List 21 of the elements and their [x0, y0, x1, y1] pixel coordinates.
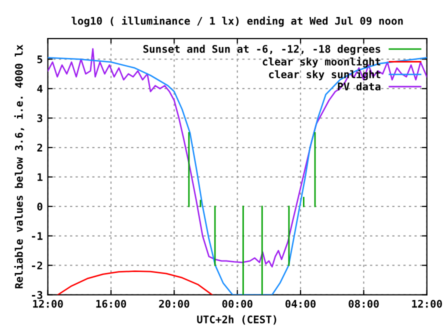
- legend-label: Sunset and Sun at -6, -12, -18 degrees: [143, 44, 380, 55]
- y-axis-title: Reliable values below 3.6, i.e. 4000 lx: [14, 44, 24, 288]
- y-tick-label: -3: [32, 291, 42, 299]
- x-axis-title: UTC+2h (CEST): [197, 315, 276, 325]
- y-tick-label: 5: [37, 56, 42, 64]
- x-tick-label: 04:00: [285, 300, 316, 308]
- x-tick-label: 20:00: [159, 300, 190, 308]
- x-tick-label: 08:00: [348, 300, 379, 308]
- x-tick-label: 12:00: [412, 300, 442, 308]
- chart-title: log10 ( illuminance / 1 lx) ending at Wed Jul 09 noon: [72, 16, 403, 27]
- y-tick-label: 4: [37, 84, 42, 93]
- y-tick-label: 3: [37, 114, 42, 122]
- y-tick-label: 1: [38, 173, 42, 181]
- legend-label: clear sky moonlight: [262, 56, 380, 68]
- y-tick-label: -1: [32, 232, 42, 240]
- y-tick-label: -2: [32, 262, 42, 270]
- x-tick-label: 16:00: [96, 300, 126, 308]
- x-tick-label: 00:00: [222, 300, 252, 308]
- x-tick-label: 12:00: [33, 300, 63, 308]
- y-tick-label: 2: [37, 144, 42, 152]
- y-tick-label: 0: [37, 202, 42, 211]
